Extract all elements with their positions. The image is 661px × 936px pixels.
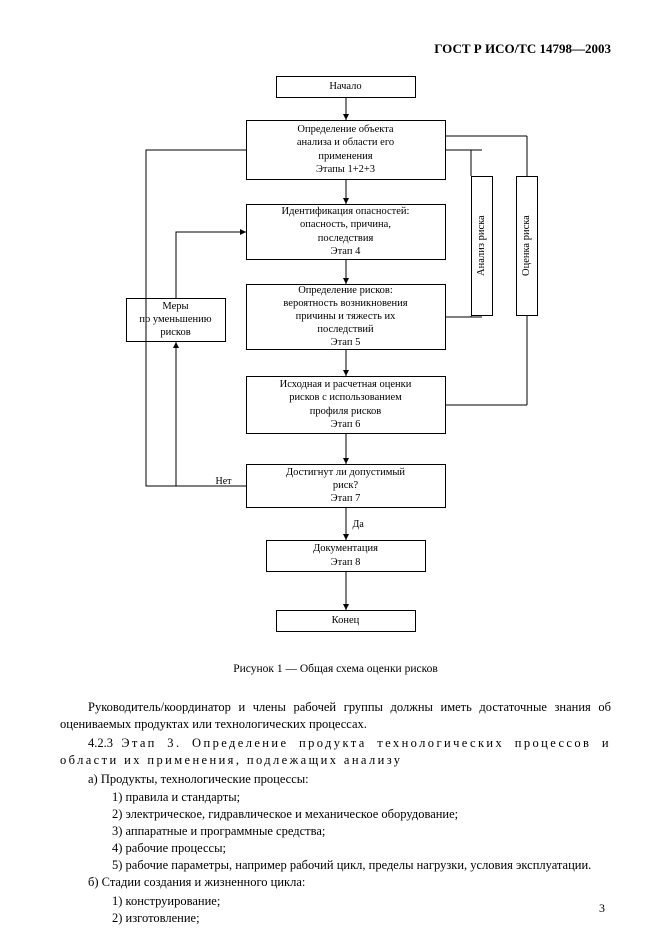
li-2: 2) электрическое, гидравлическое и механ… [112,806,611,823]
edge-no-label: Нет [216,475,232,489]
node-measures: Мерыпо уменьшениюрисков [126,298,226,342]
stage3-title: Этап 3. Определение продукта технологиче… [60,736,611,767]
stage3-num: 4.2.3 [88,736,121,750]
node-riskdef: Определение рисков:вероятность возникнов… [246,284,446,350]
node-analysis: Анализ риска [471,176,493,316]
li-1: 1) правила и стандарты; [112,789,611,806]
node-end: Конец [276,610,416,632]
node-assess: Исходная и расчетная оценкирисков с испо… [246,376,446,434]
li-3: 3) аппаратные и программные средства; [112,823,611,840]
node-accept: Достигнут ли допустимыйриск?Этап 7 [246,464,446,508]
node-evaluation: Оценка риска [516,176,538,316]
body-text: Руководитель/координатор и члены рабочей… [60,699,611,926]
para-stage3: 4.2.3 Этап 3. Определение продукта техно… [60,735,611,769]
para-a: а) Продукты, технологические процессы: [60,771,611,788]
node-define: Определение объектаанализа и области его… [246,120,446,180]
standard-header: ГОСТ Р ИСО/ТС 14798—2003 [60,40,611,58]
li-5: 5) рабочие параметры, например рабочий ц… [112,857,611,874]
edge-yes-label: Да [353,518,364,532]
para-intro: Руководитель/координатор и члены рабочей… [60,699,611,733]
page-number: 3 [599,900,605,916]
node-doc: ДокументацияЭтап 8 [266,540,426,572]
flowchart: Начало Определение объектаанализа и обла… [66,76,606,646]
para-b: б) Стадии создания и жизненного цикла: [60,874,611,891]
node-identify: Идентификация опасностей:опасность, прич… [246,204,446,260]
li-4: 4) рабочие процессы; [112,840,611,857]
figure-caption: Рисунок 1 — Общая схема оценки рисков [60,662,611,678]
li-6: 1) конструирование; [112,893,611,910]
li-7: 2) изготовление; [112,910,611,927]
node-start: Начало [276,76,416,98]
